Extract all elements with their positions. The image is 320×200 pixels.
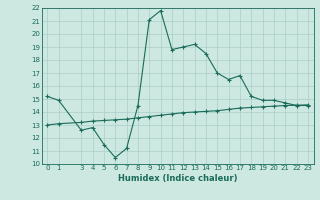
X-axis label: Humidex (Indice chaleur): Humidex (Indice chaleur) xyxy=(118,174,237,183)
